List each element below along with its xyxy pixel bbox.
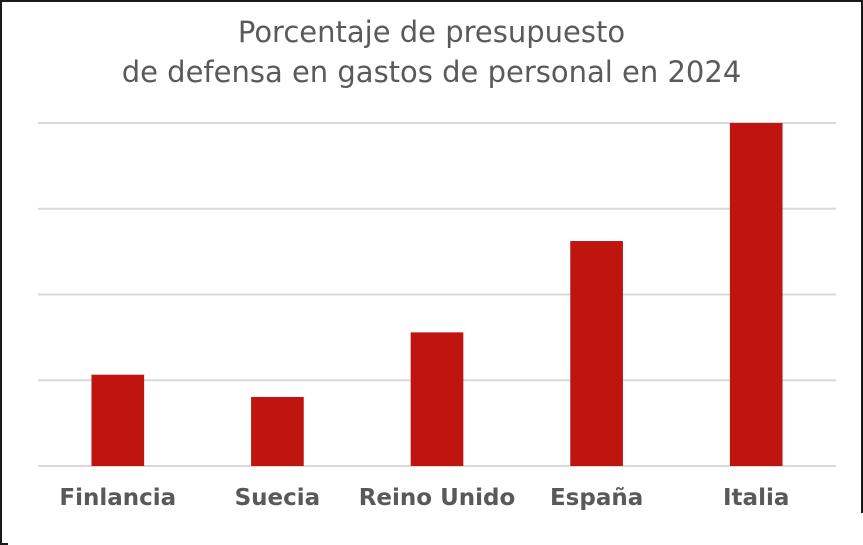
x-tick-label: Finlancia: [59, 485, 176, 511]
chart-title-line-2: de defensa en gastos de personal en 2024: [121, 55, 742, 89]
bottom-strip: [8, 513, 863, 545]
bar-finlancia: [91, 374, 145, 466]
category-labels: Finlancia Suecia Reino Unido España Italia: [59, 485, 789, 511]
chart-title-line-1: Porcentaje de presupuesto: [237, 15, 626, 49]
x-tick-label: Italia: [723, 485, 789, 511]
x-tick-label: Suecia: [235, 485, 321, 511]
x-tick-label: España: [550, 485, 643, 511]
x-tick-label: Reino Unido: [359, 485, 516, 511]
bar-suecia: [251, 396, 304, 466]
bars: [91, 123, 783, 466]
bar-italia: [729, 123, 783, 466]
chart-title: Porcentaje de presupuesto de defensa en …: [0, 12, 863, 92]
bar-españa: [570, 241, 623, 466]
bar-reino-unido: [410, 332, 464, 466]
